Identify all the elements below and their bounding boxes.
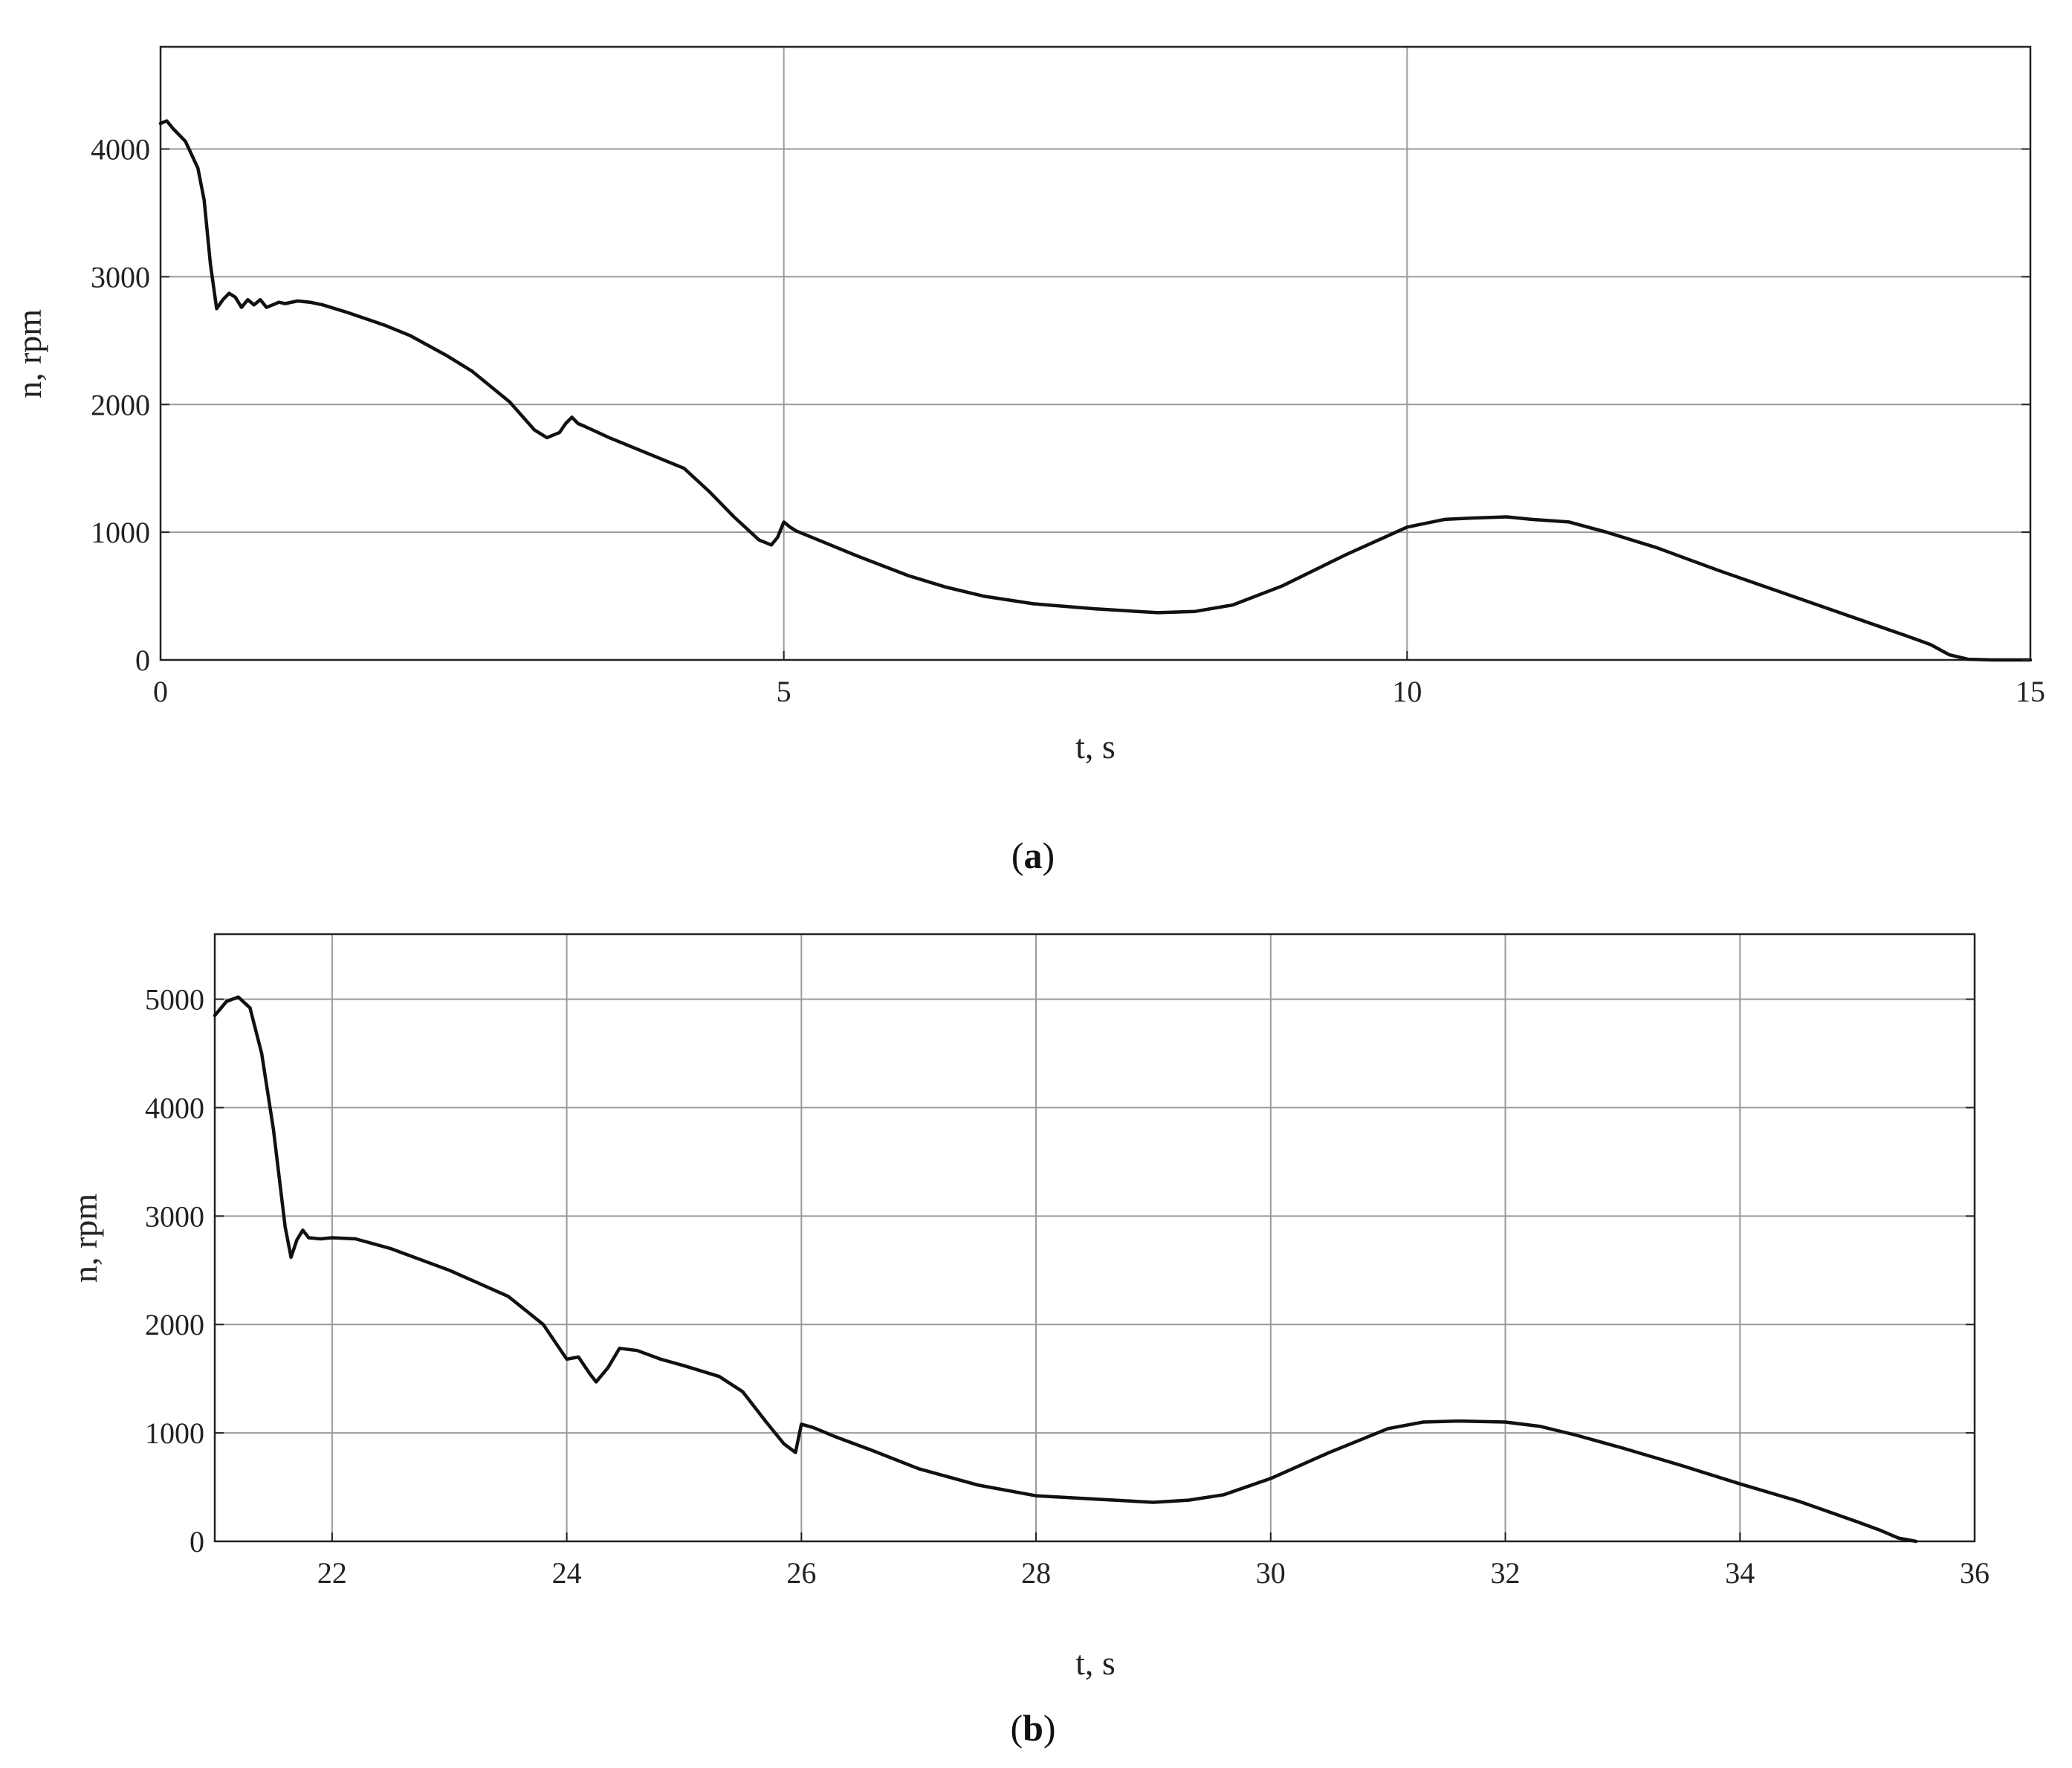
speed-line-a — [158, 119, 2033, 662]
caption-b: (b) — [1010, 1707, 1055, 1749]
x-tick-label-b: 36 — [1960, 1556, 1990, 1590]
y-axis-label-b: n, rpm — [66, 1194, 104, 1283]
y-tick-label-a: 2000 — [91, 388, 150, 421]
x-tick-label-b: 28 — [1021, 1556, 1051, 1590]
x-tick-label-a: 10 — [1392, 675, 1422, 708]
y-tick-label-b: 3000 — [145, 1199, 204, 1233]
y-tick-label-a: 0 — [135, 644, 150, 677]
y-tick-label-a: 3000 — [91, 260, 150, 294]
y-tick-label-b: 5000 — [145, 983, 204, 1017]
grid-a — [161, 47, 2030, 660]
x-tick-label-a: 15 — [2016, 675, 2045, 708]
y-axis-label-a: n, rpm — [10, 309, 48, 398]
x-axis-label-a: t, s — [1075, 728, 1116, 765]
y-tick-label-b: 0 — [190, 1525, 204, 1558]
x-tick-label-a: 5 — [777, 675, 791, 708]
y-ticks-b: 0 1000 2000 3000 4000 5000 — [145, 983, 1975, 1558]
y-tick-label-b: 4000 — [145, 1091, 204, 1124]
chart-panel-a: 0 5 10 15 0 1000 2000 3000 4000 t, s n, rpm (a) — [10, 45, 2045, 876]
x-tick-label-b: 26 — [786, 1556, 816, 1590]
y-tick-label-a: 4000 — [91, 133, 150, 166]
x-tick-label-a: 0 — [153, 675, 168, 708]
y-tick-label-a: 1000 — [91, 516, 150, 549]
x-tick-label-b: 24 — [552, 1556, 582, 1590]
caption-a-letter: a — [1024, 835, 1043, 876]
x-tick-label-b: 30 — [1256, 1556, 1286, 1590]
x-ticks-b: 22 24 26 28 30 32 34 36 — [317, 1532, 1990, 1590]
y-tick-label-b: 2000 — [145, 1308, 204, 1341]
caption-a: (a) — [1011, 835, 1055, 876]
caption-b-letter: b — [1023, 1707, 1043, 1749]
x-tick-label-b: 22 — [317, 1556, 347, 1590]
x-tick-label-b: 32 — [1491, 1556, 1521, 1590]
plot-frame-b — [213, 933, 1976, 1543]
y-ticks-a: 0 1000 2000 3000 4000 — [91, 133, 2030, 677]
x-ticks-a: 0 5 10 15 — [153, 651, 2045, 708]
y-tick-label-b: 1000 — [145, 1416, 204, 1450]
speed-line-b — [213, 995, 1918, 1544]
x-tick-label-b: 34 — [1725, 1556, 1755, 1590]
plot-frame-a — [159, 45, 2032, 661]
x-axis-label-b: t, s — [1075, 1644, 1116, 1682]
chart-panel-b: 22 24 26 28 30 32 34 36 0 1000 2000 3000 4000 5000 t… — [66, 933, 1990, 1749]
